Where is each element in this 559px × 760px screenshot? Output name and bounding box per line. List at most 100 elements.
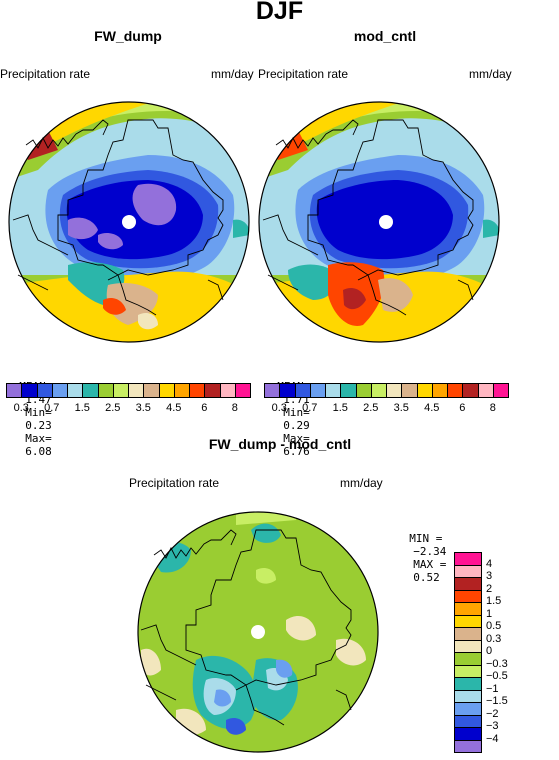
diff-colorbar-swatch — [454, 577, 482, 591]
diff-colorbar-swatch — [454, 639, 482, 653]
diff-colorbar-swatch — [454, 702, 482, 716]
right-min-label: Min= — [283, 406, 310, 419]
left-colorbar-swatch — [173, 383, 190, 398]
right-colorbar-swatch — [355, 383, 372, 398]
right-colorbar-swatch — [325, 383, 342, 398]
diff-colorbar-label: 0 — [486, 645, 493, 657]
diff-colorbar-label: −1 — [486, 682, 499, 695]
right-colorbar-label: 0.3 — [271, 402, 287, 414]
diff-colorbar-swatch — [454, 564, 482, 578]
right-colorbar-swatch — [447, 383, 464, 398]
left-colorbar-label: 0.3 — [13, 402, 29, 414]
right-colorbar-labels: 0.3 0.7 1.5 2.5 3.5 4.5 6 8 — [264, 402, 508, 416]
right-colorbar-swatch — [264, 383, 281, 398]
left-colorbar-swatch — [97, 383, 114, 398]
right-colorbar-swatch — [431, 383, 448, 398]
right-colorbar-swatch — [370, 383, 387, 398]
left-min-label: Min= — [25, 406, 52, 419]
left-colorbar-label: 4.5 — [166, 402, 182, 414]
diff-stats: MIN = −2.34 MAX = 0.52 — [396, 519, 446, 584]
diff-colorbar-label: 4 — [486, 557, 493, 570]
diff-colorbar-swatch — [454, 652, 482, 666]
right-colorbar-swatch — [340, 383, 357, 398]
diff-colorbar-label: −4 — [486, 732, 499, 745]
diff-colorbar-swatch — [454, 739, 482, 753]
left-colorbar-swatch — [36, 383, 53, 398]
diff-colorbar-swatch — [454, 589, 482, 603]
right-panel-title: mod_cntl — [353, 28, 417, 44]
diff-max-value: 0.52 — [413, 571, 440, 584]
diff-colorbar-label: 3 — [486, 570, 493, 582]
right-min-value: 0.29 — [283, 419, 310, 432]
diff-colorbar-label: −1.5 — [486, 695, 508, 707]
left-colorbar-label: 6 — [201, 402, 208, 414]
diff-variable-label: Precipitation rate — [129, 476, 220, 490]
diff-colorbar-label: 0.5 — [486, 620, 502, 632]
left-colorbar-swatch — [21, 383, 38, 398]
diff-colorbar-label: 2 — [486, 582, 493, 595]
left-colorbar-labels: 0.3 0.7 1.5 2.5 3.5 4.5 6 8 — [6, 402, 250, 416]
left-colorbar-swatch — [128, 383, 145, 398]
season-title: DJF — [255, 0, 304, 25]
right-colorbar-label: 1.5 — [332, 402, 348, 414]
right-colorbar-swatch — [401, 383, 418, 398]
right-colorbar-label: 0.7 — [302, 402, 318, 414]
left-max-label: Max= — [25, 432, 52, 445]
diff-min-value: −2.34 — [413, 545, 447, 558]
left-colorbar-label: 0.7 — [44, 402, 60, 414]
right-colorbar-swatch — [462, 383, 479, 398]
left-colorbar-label: 2.5 — [105, 402, 121, 414]
right-colorbar-label: 8 — [489, 402, 496, 414]
diff-colorbar-swatch — [454, 552, 482, 566]
diff-colorbar-swatch — [454, 727, 482, 741]
diff-colorbar-swatch — [454, 602, 482, 616]
right-colorbar-label: 6 — [459, 402, 466, 414]
diff-colorbar-swatch — [454, 664, 482, 678]
diff-colorbar — [454, 552, 482, 753]
right-max-label: Max= — [283, 432, 310, 445]
left-colorbar-swatch — [51, 383, 68, 398]
left-colorbar-label: 8 — [231, 402, 238, 414]
left-colorbar-swatch — [112, 383, 129, 398]
left-colorbar — [6, 383, 251, 398]
left-colorbar-label: 1.5 — [74, 402, 90, 414]
left-panel-title: FW_dump — [94, 28, 162, 44]
left-colorbar-swatch — [67, 383, 84, 398]
diff-colorbar-swatch — [454, 689, 482, 703]
right-colorbar-label: 3.5 — [393, 402, 409, 414]
right-variable-label: Precipitation rate — [258, 67, 349, 81]
diff-colorbar-label: −3 — [486, 720, 499, 732]
left-colorbar-label: 3.5 — [135, 402, 151, 414]
diff-colorbar-label: 1 — [486, 607, 493, 620]
right-colorbar-swatch — [416, 383, 433, 398]
left-colorbar-swatch — [143, 383, 160, 398]
left-colorbar-swatch — [6, 383, 23, 398]
diff-colorbar-swatch — [454, 627, 482, 641]
left-colorbar-swatch — [82, 383, 99, 398]
diff-colorbar-label: −0.5 — [486, 670, 508, 682]
right-precip-map — [258, 101, 500, 343]
left-colorbar-swatch — [219, 383, 236, 398]
left-precip-map — [8, 101, 250, 343]
diff-colorbar-label: −0.3 — [486, 657, 508, 670]
right-colorbar — [264, 383, 509, 398]
right-colorbar-swatch — [492, 383, 509, 398]
right-colorbar-swatch — [279, 383, 296, 398]
left-units-label: mm/day — [211, 67, 254, 81]
left-variable-label: Precipitation rate — [0, 67, 91, 81]
right-colorbar-swatch — [386, 383, 403, 398]
diff-colorbar-label: 1.5 — [486, 595, 502, 607]
diff-colorbar-labels: 4 3 2 1.5 1 0.5 0.3 0 −0.3 −0.5 −1 −1.5 −2 −3 −4 — [486, 552, 536, 752]
diff-colorbar-label: 0.3 — [486, 632, 502, 645]
diff-panel-title: FW_dump - mod_cntl — [208, 436, 352, 452]
right-colorbar-label: 4.5 — [424, 402, 440, 414]
right-colorbar-swatch — [294, 383, 311, 398]
diff-colorbar-label: −2 — [486, 707, 499, 720]
left-min-value: 0.23 — [25, 419, 52, 432]
diff-precip-map — [137, 511, 379, 753]
diff-colorbar-swatch — [454, 677, 482, 691]
diff-max-label: MAX = — [413, 558, 447, 571]
left-colorbar-swatch — [189, 383, 206, 398]
diff-colorbar-swatch — [454, 614, 482, 628]
diff-colorbar-swatch — [454, 714, 482, 728]
